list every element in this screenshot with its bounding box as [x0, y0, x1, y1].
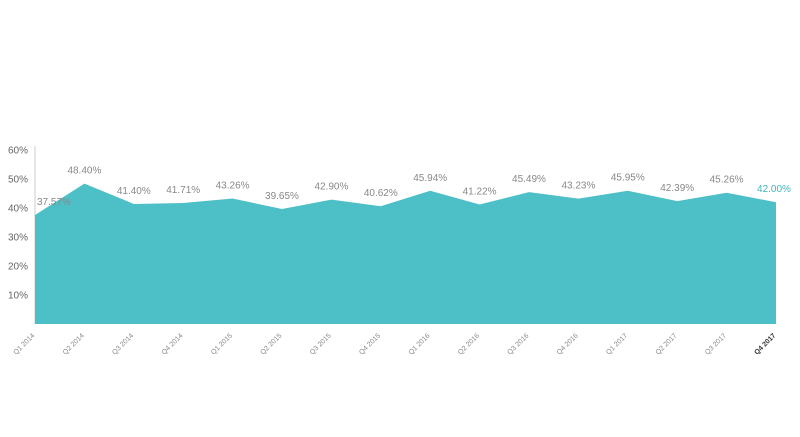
x-tick-label: Q2 2017 — [655, 332, 679, 356]
data-label: 45.95% — [611, 173, 645, 184]
x-tick-label: Q3 2014 — [111, 332, 135, 356]
y-tick-label: 20% — [8, 262, 28, 273]
x-tick-label: Q4 2016 — [556, 332, 580, 356]
x-tick-label: Q4 2017 — [753, 332, 777, 356]
x-tick-label: Q2 2014 — [62, 332, 86, 356]
area-series — [35, 183, 776, 324]
data-label: 43.26% — [216, 181, 250, 192]
x-tick-label: Q3 2015 — [309, 332, 333, 356]
x-tick-label: Q2 2016 — [457, 332, 481, 356]
data-label: 45.49% — [512, 174, 546, 185]
x-tick-label: Q1 2017 — [605, 332, 629, 356]
area-fill — [35, 183, 776, 324]
data-label: 40.62% — [364, 188, 398, 199]
x-axis: Q1 2014 Q2 2014 Q3 2014 Q4 2014 Q1 2015 Q2 20… — [12, 332, 777, 356]
x-tick-label: Q4 2014 — [161, 332, 185, 356]
data-label: 48.40% — [67, 166, 101, 177]
data-label: 41.71% — [166, 185, 200, 196]
data-labels: 37.57% 48.40% 41.40% 41.71% 43.26% 39.65% 42.9… — [37, 166, 791, 208]
x-tick-label: Q1 2016 — [408, 332, 432, 356]
data-label: 45.94% — [413, 173, 447, 184]
x-tick-label: Q3 2016 — [506, 332, 530, 356]
y-tick-label: 30% — [8, 233, 28, 244]
x-tick-label: Q1 2015 — [210, 332, 234, 356]
y-tick-label: 10% — [8, 291, 28, 302]
data-label: 43.23% — [561, 181, 595, 192]
y-tick-label: 40% — [8, 204, 28, 215]
y-tick-label: 60% — [8, 146, 28, 157]
y-axis: 10% 20% 30% 40% 50% 60% — [8, 146, 36, 324]
x-tick-label: Q3 2017 — [704, 332, 728, 356]
data-label: 39.65% — [265, 191, 299, 202]
x-tick-label: Q4 2015 — [358, 332, 382, 356]
data-label: 41.22% — [463, 186, 497, 197]
x-tick-label: Q2 2015 — [259, 332, 283, 356]
data-label: 41.40% — [117, 186, 151, 197]
data-label: 42.90% — [314, 182, 348, 193]
data-label: 37.57% — [37, 197, 71, 208]
data-label: 42.39% — [660, 183, 694, 194]
x-tick-label: Q1 2014 — [12, 332, 36, 356]
y-tick-label: 50% — [8, 175, 28, 186]
data-label: 42.00% — [757, 184, 791, 195]
data-label: 45.26% — [710, 175, 744, 186]
